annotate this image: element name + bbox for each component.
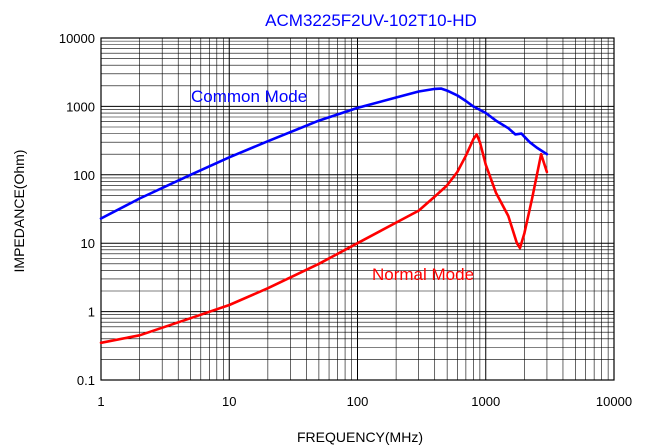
y-tick-label: 0.1 xyxy=(77,373,95,388)
chart-title: ACM3225F2UV-102T10-HD xyxy=(265,11,477,30)
series-annotations: Common Mode Normal Mode xyxy=(191,87,474,284)
normal-mode-label: Normal Mode xyxy=(372,265,474,284)
y-axis-label: IMPEDANCE(Ohm) xyxy=(11,150,27,273)
x-axis-label: FREQUENCY(MHz) xyxy=(297,429,423,445)
grid xyxy=(100,38,614,381)
y-tick-label: 1000 xyxy=(66,99,95,114)
common-mode-line xyxy=(99,87,549,220)
plot-frame xyxy=(100,37,615,381)
y-tick-label: 10 xyxy=(81,236,95,251)
x-tick-label: 100 xyxy=(347,394,369,409)
normal-mode-line xyxy=(99,133,549,345)
series-lines xyxy=(99,87,549,345)
x-tick-label: 10000 xyxy=(596,394,632,409)
y-tick-label: 10000 xyxy=(59,31,95,46)
x-tick-label: 10 xyxy=(222,394,236,409)
x-tick-label: 1 xyxy=(97,394,104,409)
y-tick-label: 100 xyxy=(73,168,95,183)
common-mode-label: Common Mode xyxy=(191,87,307,106)
y-tick-label: 1 xyxy=(88,305,95,320)
x-tick-label: 1000 xyxy=(471,394,500,409)
